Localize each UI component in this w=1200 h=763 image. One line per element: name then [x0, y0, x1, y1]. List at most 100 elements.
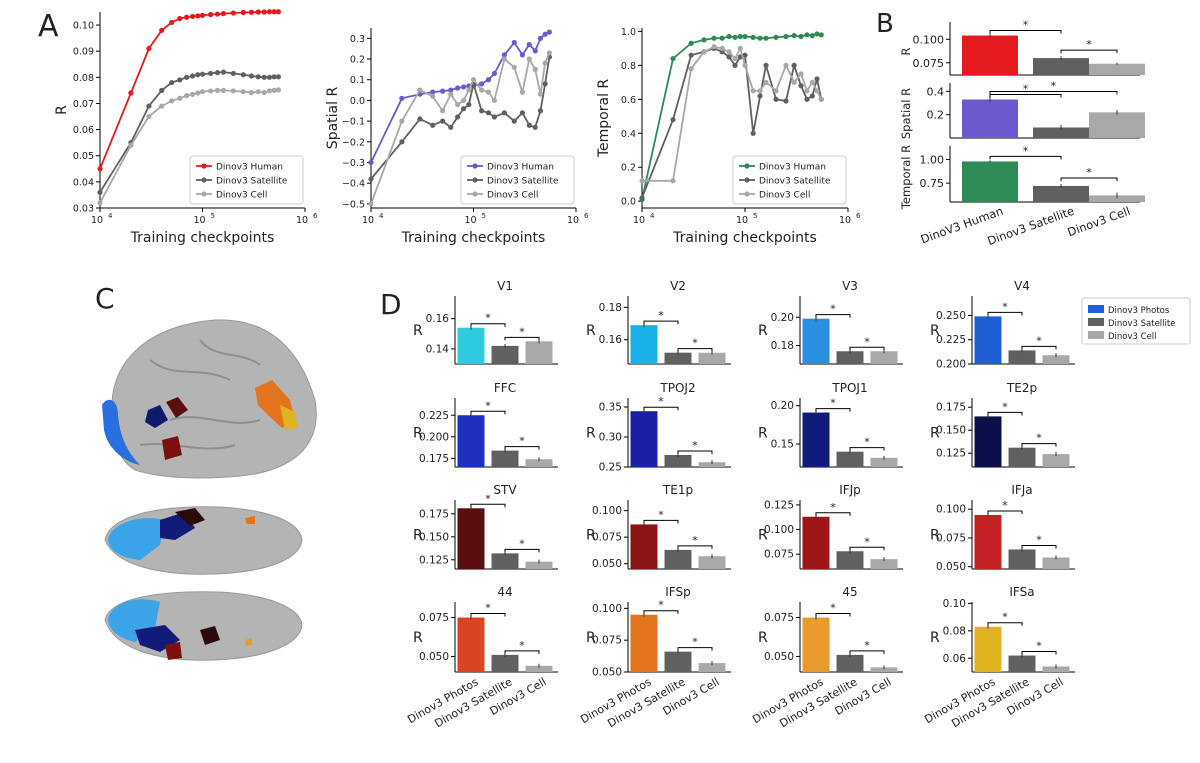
- data-point: [737, 33, 743, 40]
- legend-marker: [472, 163, 478, 169]
- bar: [1089, 195, 1145, 202]
- data-point: [399, 95, 405, 101]
- data-point: [97, 166, 103, 172]
- bar: [1042, 666, 1070, 672]
- bar: [962, 35, 1018, 75]
- x-axis-label: Training checkpoints: [130, 230, 275, 246]
- bar: [1008, 655, 1036, 672]
- legend-label: Dinov3 Satellite: [1108, 319, 1175, 329]
- data-point: [791, 33, 797, 39]
- significance-star: *: [1036, 334, 1042, 347]
- legend-box: [732, 155, 847, 205]
- data-point: [417, 116, 423, 122]
- significance-star: *: [692, 337, 698, 350]
- significance-star: *: [519, 435, 525, 448]
- data-point: [255, 9, 261, 15]
- data-point: [169, 98, 175, 104]
- bar: [491, 654, 519, 672]
- x-tick-exponent: 5: [482, 212, 486, 220]
- y-tick-label: 0.075: [764, 549, 794, 561]
- y-axis-label: R: [413, 323, 423, 339]
- bar: [630, 325, 658, 364]
- data-point: [189, 13, 196, 20]
- data-point: [159, 87, 165, 93]
- y-tick-label: 0.09: [73, 47, 94, 58]
- x-tick-label: Dinov3 Cell: [1066, 204, 1132, 240]
- significance-bracket: [815, 314, 851, 318]
- data-point: [773, 96, 779, 102]
- bar-chart-d-ifja: IFJa 0.050 0.075 0.100 R * *: [930, 483, 1075, 573]
- bar: [870, 457, 898, 467]
- bar: [802, 412, 830, 467]
- bar: [664, 352, 692, 364]
- data-point: [214, 70, 221, 76]
- y-tick-label: 0.3: [350, 34, 365, 45]
- data-point: [542, 81, 548, 87]
- data-point: [526, 41, 532, 48]
- subplot-title: TE2p: [1006, 381, 1037, 395]
- y-tick-label: 0.18: [599, 302, 622, 314]
- bar: [1033, 58, 1089, 75]
- data-point: [255, 74, 261, 80]
- bar: [1042, 454, 1070, 467]
- x-tick-label: 10: [633, 215, 645, 226]
- data-point: [804, 32, 810, 38]
- x-tick-exponent: 6: [313, 212, 318, 220]
- y-tick-label: 0.1: [350, 75, 365, 86]
- data-point: [804, 96, 810, 102]
- data-point: [230, 70, 236, 77]
- panel-letter-d: D: [380, 288, 402, 321]
- y-tick-label: 1.0: [621, 27, 636, 38]
- data-point: [368, 201, 374, 207]
- legend-marker: [744, 191, 750, 197]
- data-point: [189, 73, 196, 79]
- bar: [974, 416, 1002, 467]
- significance-star: *: [692, 534, 698, 547]
- data-point: [455, 101, 461, 108]
- bar: [457, 508, 485, 569]
- significance-bracket: [1060, 177, 1118, 181]
- data-point: [128, 90, 134, 96]
- significance-star: *: [1002, 300, 1008, 313]
- data-point: [809, 93, 815, 99]
- x-tick-exponent: 6: [584, 212, 589, 220]
- y-tick-label: 0.075: [592, 532, 622, 544]
- subplot-title: TPOJ2: [659, 381, 695, 395]
- legend-label: Dinov3 Satellite: [216, 177, 288, 187]
- data-point: [448, 87, 454, 93]
- data-point: [240, 89, 246, 95]
- bar-chart-d-ifjp: IFJp 0.075 0.100 0.125 R * *: [758, 483, 903, 570]
- significance-bracket: [1021, 651, 1057, 655]
- y-axis-label: Spatial R: [899, 88, 913, 139]
- significance-bracket: [849, 447, 885, 451]
- legend-marker: [472, 177, 478, 183]
- data-point: [261, 9, 267, 15]
- y-tick-label: 0.125: [936, 448, 966, 460]
- data-point: [773, 34, 779, 40]
- significance-star: *: [830, 501, 836, 514]
- significance-star: *: [485, 602, 491, 615]
- data-point: [501, 52, 507, 58]
- legend-marker: [201, 191, 207, 197]
- significance-bracket: [504, 336, 540, 341]
- significance-star: *: [1002, 611, 1008, 624]
- legend-label: Dinov3 Cell: [487, 191, 538, 201]
- data-point: [737, 45, 743, 51]
- significance-star: *: [658, 309, 664, 322]
- data-point: [271, 74, 277, 80]
- y-axis-label: R: [758, 528, 768, 544]
- data-point: [670, 55, 676, 62]
- data-point: [532, 66, 538, 72]
- data-point: [479, 81, 485, 87]
- legend-label: Dinov3 Human: [216, 163, 283, 173]
- subplot-title: IFJp: [839, 483, 861, 497]
- data-point: [485, 110, 492, 116]
- data-point: [177, 95, 183, 101]
- panel-letter-a: A: [38, 9, 59, 44]
- y-tick-label: 0.30: [599, 432, 622, 444]
- data-point: [460, 97, 467, 104]
- significance-bracket: [989, 91, 1118, 95]
- y-tick-label: 0.4: [927, 85, 945, 98]
